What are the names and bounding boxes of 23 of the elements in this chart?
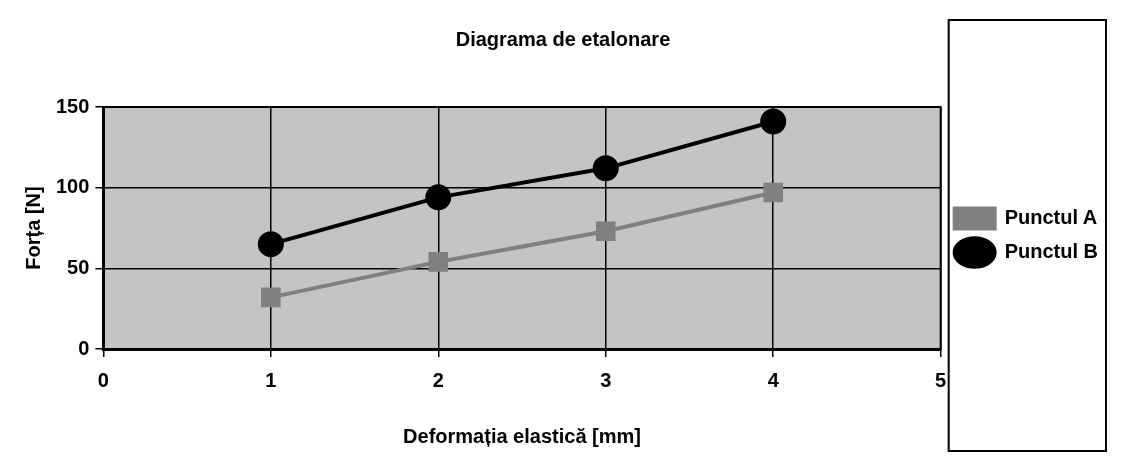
x-tick-label: 5 (935, 368, 947, 391)
point (261, 287, 281, 308)
x-axis-title: Deformația elastică [mm] (403, 424, 641, 447)
point (592, 155, 619, 182)
x-tick-label: 3 (600, 368, 612, 391)
point (257, 231, 284, 258)
x-tick-label: 0 (97, 368, 109, 391)
point (595, 221, 616, 242)
point (425, 184, 452, 211)
x-tick-label: 2 (432, 368, 444, 391)
y-tick-label: 0 (78, 336, 90, 359)
point (760, 108, 787, 135)
x-tick-label: 1 (265, 368, 277, 391)
y-tick-label: 150 (55, 94, 90, 117)
y-axis-title: Forța [N] (21, 186, 44, 270)
x-tick-label: 4 (767, 368, 780, 391)
y-tick-label: 50 (67, 255, 90, 278)
chart-title: Diagrama de etalonare (455, 27, 671, 50)
point (763, 182, 783, 203)
point (428, 252, 449, 272)
y-tick-label: 100 (55, 175, 90, 198)
legend-label: Punctul A (1004, 206, 1098, 229)
legend-label: Punctul B (1004, 240, 1099, 263)
